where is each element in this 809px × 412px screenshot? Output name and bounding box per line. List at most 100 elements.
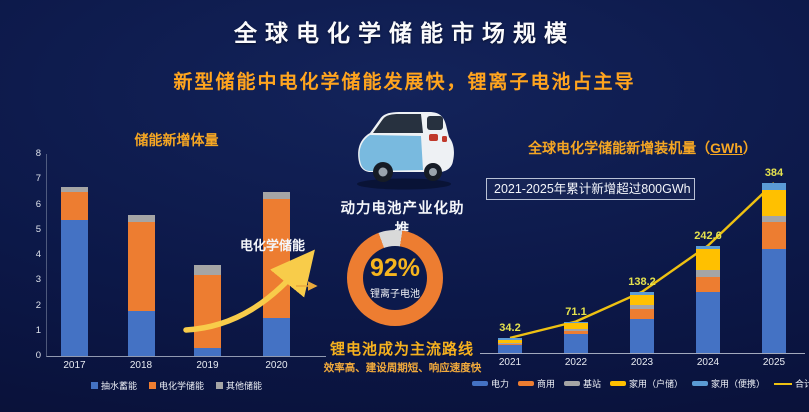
total-line-path	[509, 182, 775, 340]
bar-segment	[127, 310, 155, 356]
left-chart-legend: 抽水蓄能 电化学储能 其他储能	[24, 379, 329, 392]
legend-label: 合计	[795, 379, 809, 389]
bar-segment	[564, 330, 588, 335]
legend-marker	[90, 382, 98, 389]
bar-value-label: 71.1	[565, 305, 587, 318]
bar-segment	[696, 245, 720, 249]
bar-segment	[127, 222, 155, 311]
y-axis-label: 4	[35, 249, 41, 260]
bar-segment	[696, 248, 720, 270]
y-axis-label: 7	[35, 173, 41, 185]
right-chart-title-prefix: 全球电化学储能新增装机量（	[528, 140, 711, 156]
bar-segment	[61, 186, 88, 192]
bar-value-label: 138.2	[628, 275, 656, 288]
legend-marker	[563, 381, 580, 386]
bar-segment	[762, 248, 786, 353]
legend-item: 电力	[471, 377, 509, 390]
y-axis-label: 6	[35, 198, 41, 210]
bar-segment	[762, 222, 786, 249]
legend-item: 抽水蓄能	[90, 379, 137, 392]
bar-segment	[762, 189, 786, 216]
electrochemical-annotation: 电化学储能	[240, 238, 306, 253]
y-axis-label: 3	[35, 274, 41, 286]
bar-value-label: 242.6	[694, 229, 722, 242]
bar-segment	[498, 337, 522, 341]
legend-label: 基站	[582, 379, 601, 389]
y-axis-label: 8	[35, 148, 41, 159]
ev-car-image	[357, 112, 454, 190]
x-axis-label: 2018	[129, 360, 153, 371]
total-line	[509, 182, 775, 340]
gwh-unit-label: GWh	[710, 140, 743, 156]
legend-marker	[610, 381, 626, 386]
donut-label: 锂离子电池	[370, 289, 420, 300]
legend-item: 家用（户储）	[610, 377, 683, 390]
bar-segment	[630, 304, 654, 309]
mid-subline: 效率高、建设周期短、响应速度快	[323, 362, 482, 374]
legend-item: 家用（便携）	[692, 377, 765, 390]
legend-label: 其他储能	[226, 381, 263, 391]
bar-segment	[498, 345, 522, 353]
subtitle: 新型储能中电化学储能发展快，锂离子电池占主导	[173, 72, 636, 93]
x-axis-label: 2025	[762, 357, 786, 368]
bar-segment	[630, 294, 654, 305]
x-axis-label: 2021	[498, 357, 522, 368]
y-axis-label: 2	[35, 299, 41, 311]
left-chart-plot: 0 1 2 3 4 5 6 7 8 2017 2018 2019 2020	[36, 148, 326, 371]
legend-item: 合计	[774, 377, 809, 390]
bar-segment	[564, 328, 588, 331]
bar-segment	[564, 321, 588, 324]
bar-segment	[61, 191, 88, 220]
donut-chart: 92% 锂离子电池	[347, 230, 443, 326]
legend-line-marker	[774, 382, 793, 385]
bar-segment	[194, 265, 221, 276]
legend-item: 电化学储能	[148, 379, 204, 392]
right-chart-title-suffix: ）	[742, 140, 757, 156]
page-title: 全球电化学储能市场规模	[234, 20, 575, 46]
bar-segment	[127, 214, 155, 223]
growth-arrow-icon	[183, 249, 318, 333]
bar-segment	[498, 340, 522, 343]
y-axis-label: 5	[35, 223, 41, 235]
bar-segment	[263, 191, 290, 200]
bar-segment	[630, 319, 654, 353]
bar-segment	[498, 344, 522, 346]
bar-segment	[498, 342, 522, 345]
donut-hole: 92% 锂离子电池	[363, 246, 427, 310]
legend-marker	[471, 381, 488, 386]
left-chart-title: 储能新增体量	[134, 132, 219, 148]
x-axis-label: 2024	[696, 357, 720, 368]
x-axis-label: 2017	[63, 360, 86, 371]
y-axis-label: 0	[35, 350, 41, 361]
legend-label: 电力	[490, 379, 509, 389]
right-chart-legend: 电力 商用 基站 家用（户储） 家用（便携） 合计	[471, 377, 809, 390]
x-axis-label: 2022	[564, 357, 588, 368]
bar-segment	[696, 269, 720, 278]
bar-segment	[194, 275, 221, 349]
bar-segment	[762, 183, 786, 190]
right-chart-title: 全球电化学储能新增装机量（GWh）	[480, 138, 805, 158]
bar-segment	[263, 318, 290, 356]
donut-value: 92%	[369, 254, 421, 282]
bar-segment	[696, 292, 720, 353]
y-axis-label: 1	[35, 324, 41, 336]
legend-label: 家用（便携）	[711, 379, 766, 389]
bar-segment	[61, 219, 88, 356]
bar-segment	[564, 323, 588, 329]
left-chart: 储能新增体量 0 1 2 3 4 5 6 7 8 2017 2018 2019 2020 抽水蓄能 电化学…	[24, 126, 329, 394]
legend-marker	[148, 382, 156, 389]
x-axis-label: 2023	[630, 357, 654, 368]
bar-segment	[630, 308, 654, 320]
bar-value-label: 34.2	[499, 321, 521, 334]
legend-label: 商用	[536, 379, 555, 389]
bar-segment	[194, 348, 221, 356]
mid-headline: 锂电池成为主流路线	[329, 341, 474, 358]
x-axis-label: 2019	[196, 360, 219, 371]
bar-segment	[630, 291, 654, 295]
callout-box: 2021-2025年累计新增超过800GWh	[486, 178, 695, 200]
bar-segment	[564, 334, 588, 353]
bar-segment	[696, 277, 720, 293]
x-axis-label: 2020	[265, 360, 288, 371]
legend-label: 电化学储能	[158, 381, 204, 391]
